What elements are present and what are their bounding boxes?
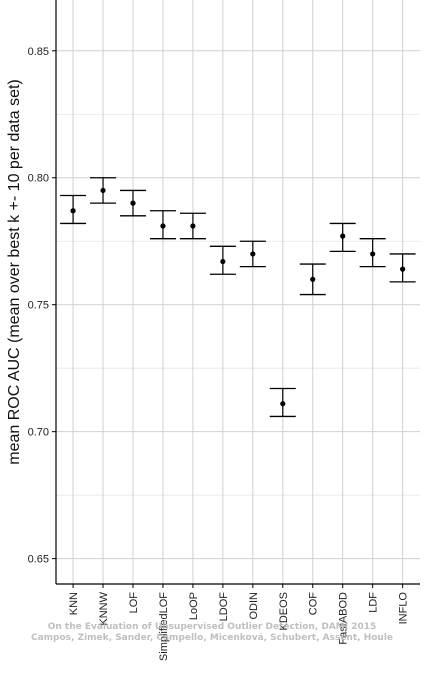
- y-axis-ticks: 0.65 0.70 0.75 0.80 0.85: [28, 46, 56, 566]
- errorbar-fastabod: [329, 222, 356, 253]
- mean-point: [310, 276, 316, 282]
- errorbar-ldf: [359, 238, 386, 268]
- errorbar-loop: [179, 212, 206, 240]
- x-tick-label: COF: [308, 592, 320, 616]
- errorbar-inflo: [389, 253, 416, 283]
- mean-point: [160, 223, 166, 229]
- y-tick-label: 0.65: [28, 554, 49, 566]
- x-tick-label: ODIN: [248, 592, 260, 620]
- x-tick-label: KNN: [68, 592, 80, 615]
- y-tick-label: 0.85: [28, 46, 49, 58]
- error-bars: [60, 177, 416, 418]
- x-axis-ticks: KNN KNNW LOF SimplifiedLOF LoOP LDOF ODIN KDEOS…: [68, 584, 410, 661]
- mean-point: [340, 233, 346, 239]
- x-tick-label: LOF: [128, 592, 140, 614]
- x-tick-label: KNNW: [98, 591, 110, 625]
- y-tick-label: 0.70: [28, 427, 49, 439]
- mean-point: [130, 200, 136, 206]
- x-tick-label: LoOP: [188, 592, 200, 620]
- mean-point: [250, 251, 256, 257]
- x-tick-label: KDEOS: [278, 592, 290, 631]
- grid: [56, 0, 420, 584]
- errorbar-odin: [239, 240, 266, 268]
- errorbar-kdeos: [269, 387, 296, 418]
- x-tick-label: SimplifiedLOF: [158, 592, 170, 661]
- errorbar-lof: [119, 189, 146, 217]
- x-tick-label: INFLO: [398, 592, 410, 625]
- y-axis-title: mean ROC AUC (mean over best k +- 10 per…: [6, 79, 23, 465]
- mean-point: [370, 251, 376, 257]
- mean-point: [280, 401, 286, 407]
- errorbar-knnw: [90, 177, 117, 204]
- y-tick-label: 0.80: [28, 173, 49, 185]
- x-tick-label: LDOF: [218, 592, 230, 622]
- x-tick-label: LDF: [368, 592, 380, 613]
- errorbar-simplifiedlof: [149, 210, 176, 240]
- errorbar-ldof: [209, 245, 236, 275]
- x-tick-label: FastABOD: [338, 592, 350, 645]
- errorbar-cof: [299, 263, 326, 296]
- y-tick-label: 0.75: [28, 300, 49, 312]
- mean-point: [220, 258, 226, 265]
- mean-point: [70, 208, 76, 214]
- mean-point: [190, 223, 196, 229]
- errorbar-knn: [60, 194, 87, 225]
- mean-point: [400, 266, 406, 272]
- mean-point: [100, 187, 106, 194]
